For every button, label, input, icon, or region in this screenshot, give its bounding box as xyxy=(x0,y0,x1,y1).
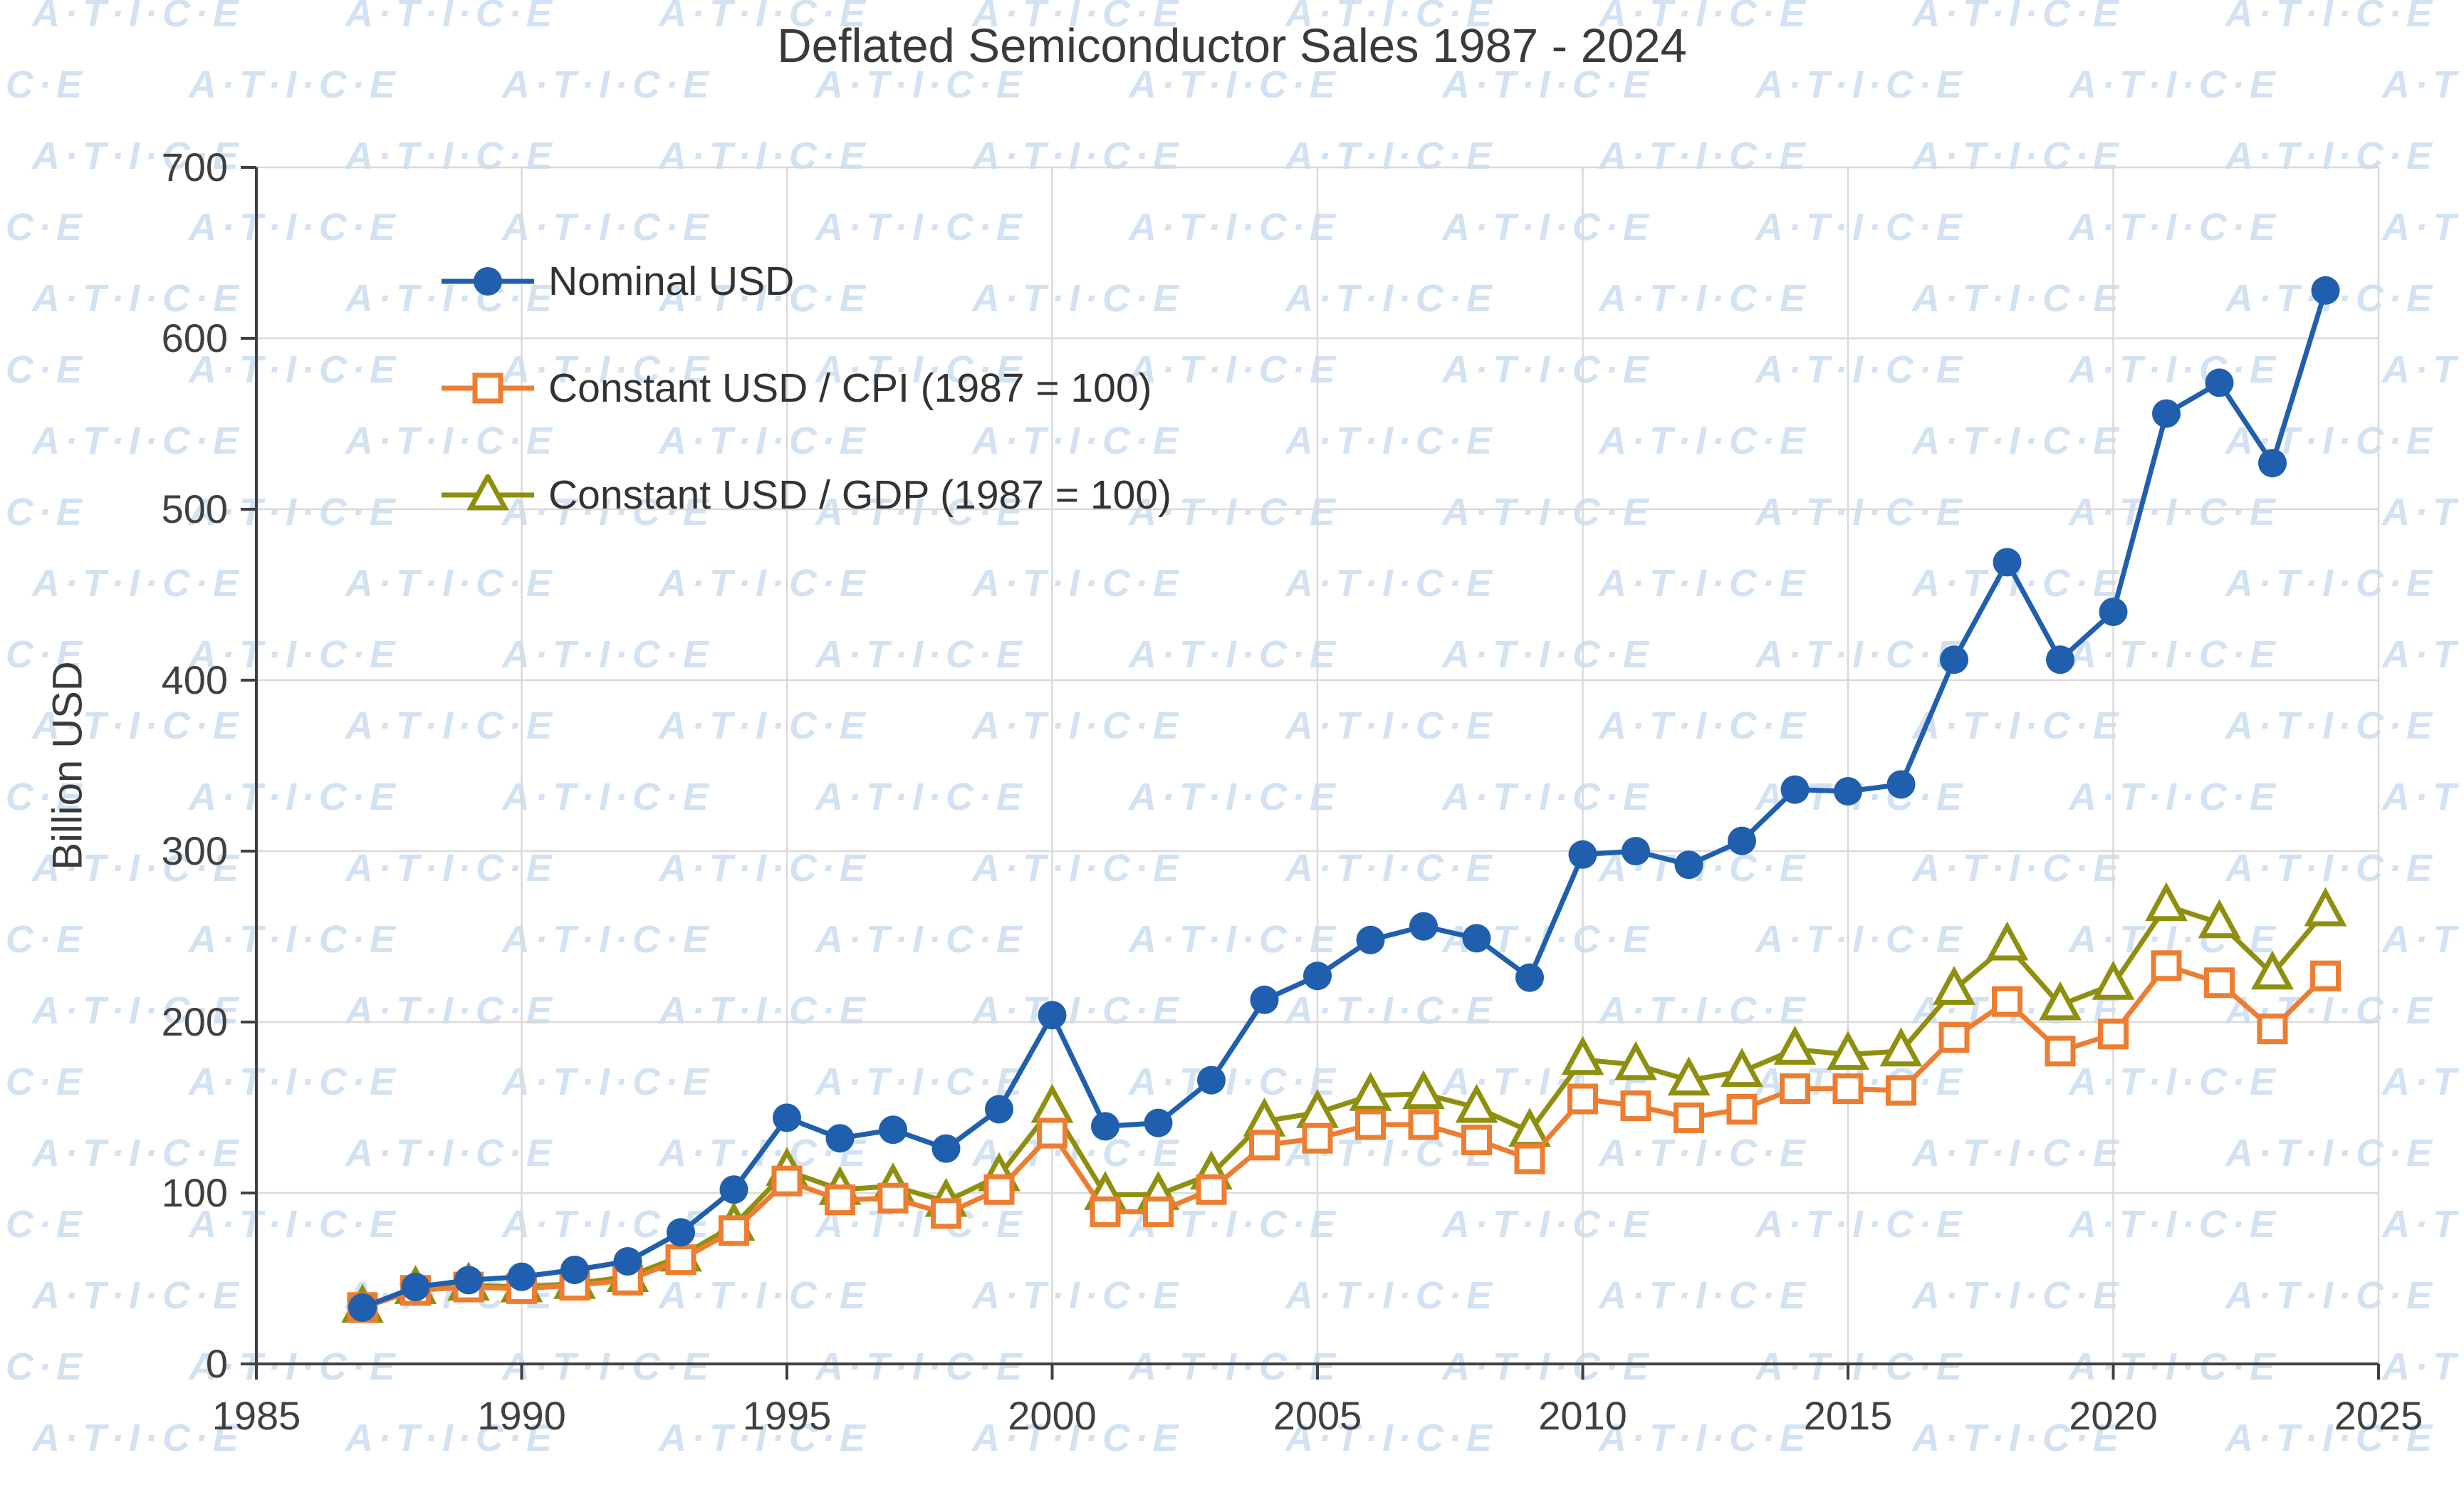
legend-marker-nominal-icon xyxy=(442,267,534,296)
svg-text:2020: 2020 xyxy=(2069,1393,2158,1438)
svg-text:100: 100 xyxy=(162,1170,228,1215)
legend-label-gdp: Constant USD / GDP (1987 = 100) xyxy=(548,472,1171,518)
svg-text:300: 300 xyxy=(162,828,228,873)
svg-text:600: 600 xyxy=(162,316,228,360)
svg-text:2000: 2000 xyxy=(1008,1393,1097,1438)
series-cpi xyxy=(347,950,2341,1323)
svg-text:2025: 2025 xyxy=(2334,1393,2423,1438)
svg-text:2010: 2010 xyxy=(1538,1393,1627,1438)
legend-item-gdp: Constant USD / GDP (1987 = 100) xyxy=(442,471,1171,519)
legend-label-nominal: Nominal USD xyxy=(548,259,795,304)
legend-item-nominal: Nominal USD xyxy=(442,258,1171,305)
axes xyxy=(241,166,2380,1380)
legend-label-cpi: Constant USD / CPI (1987 = 100) xyxy=(548,365,1152,411)
svg-text:1985: 1985 xyxy=(212,1393,301,1438)
svg-text:1990: 1990 xyxy=(477,1393,566,1438)
legend-item-cpi: Constant USD / CPI (1987 = 100) xyxy=(442,365,1171,412)
svg-text:400: 400 xyxy=(162,657,228,702)
svg-text:2005: 2005 xyxy=(1273,1393,1362,1438)
series-nominal xyxy=(348,276,2340,1322)
svg-text:2015: 2015 xyxy=(1804,1393,1893,1438)
svg-text:200: 200 xyxy=(162,999,228,1044)
legend: Nominal USD Constant USD / CPI (1987 = 1… xyxy=(442,258,1171,519)
svg-text:1995: 1995 xyxy=(743,1393,832,1438)
legend-marker-gdp-icon xyxy=(442,474,534,511)
svg-text:500: 500 xyxy=(162,486,228,531)
svg-text:0: 0 xyxy=(206,1341,228,1386)
y-axis-title: Billion USD xyxy=(44,661,91,870)
svg-text:700: 700 xyxy=(162,145,228,189)
series-gdp xyxy=(341,882,2347,1323)
tick-labels: 1985 1990 1995 2000 2005 2010 2015 2020 2025 0 100… xyxy=(162,145,2423,1438)
chart-title: Deflated Semiconductor Sales 1987 - 2024 xyxy=(777,19,1687,73)
gridlines xyxy=(256,166,2380,1364)
legend-marker-cpi-icon xyxy=(442,372,534,404)
